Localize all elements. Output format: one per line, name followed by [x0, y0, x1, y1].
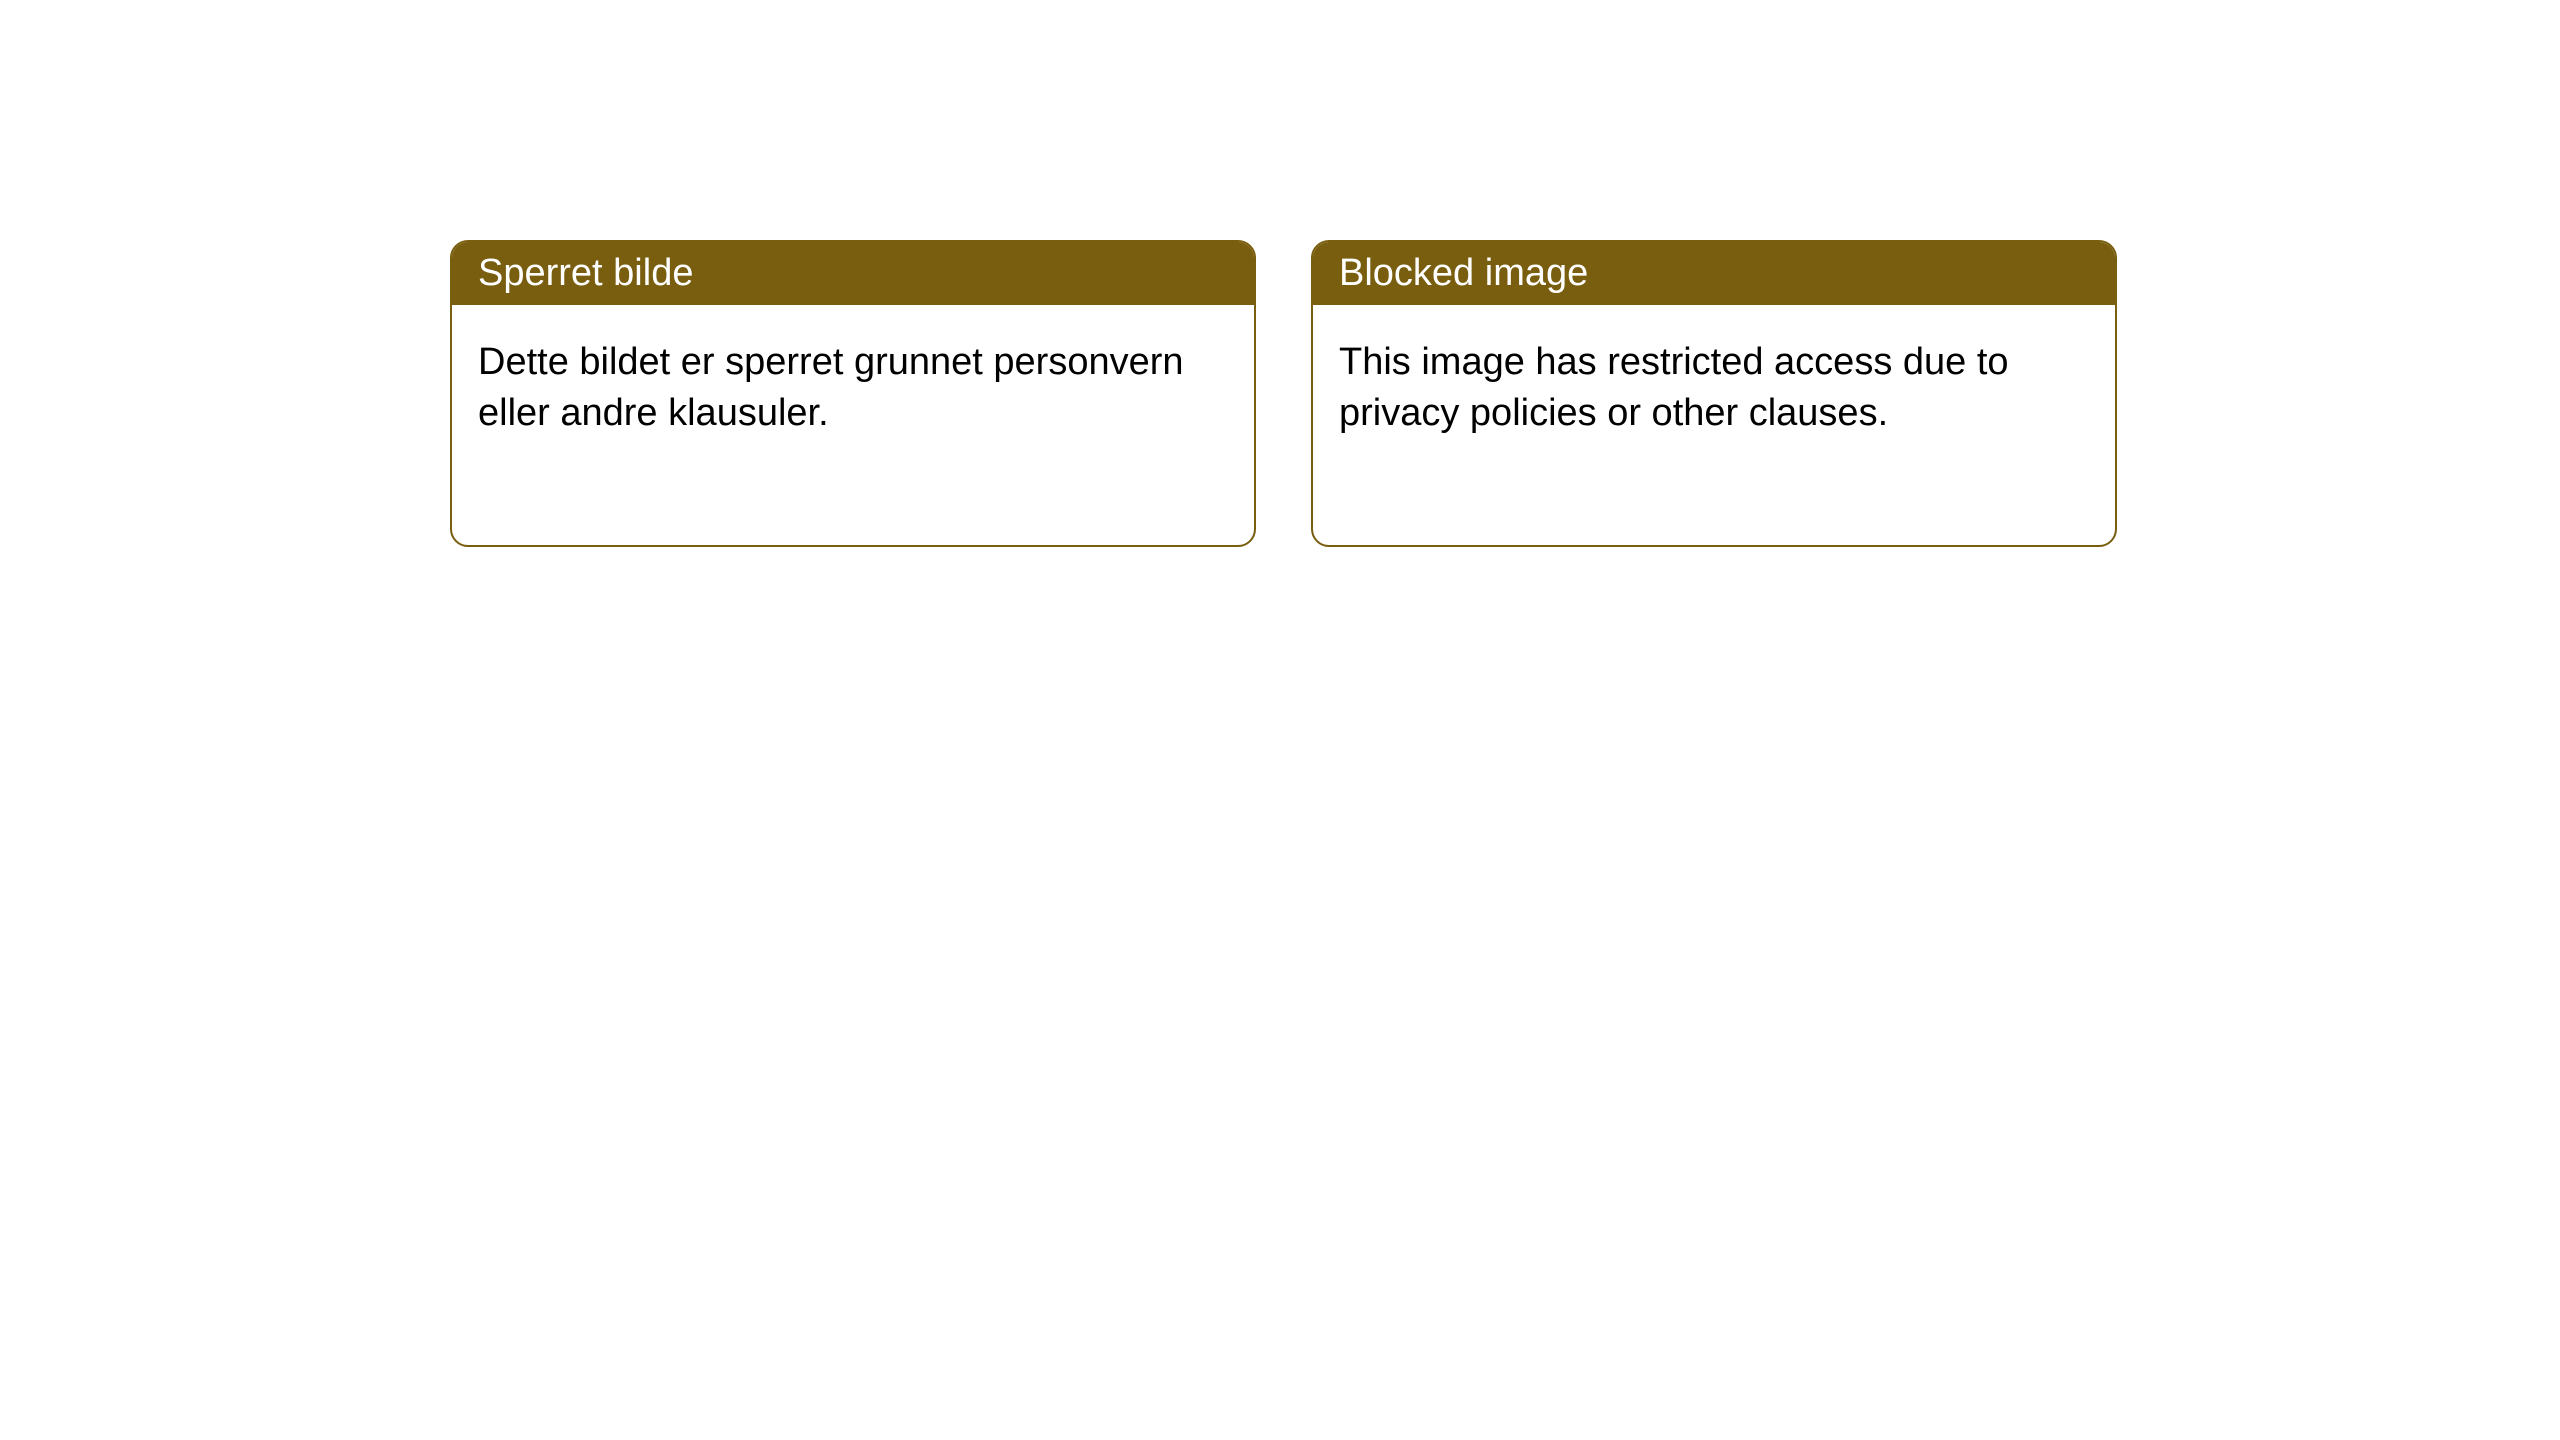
notice-card-english: Blocked image This image has restricted … [1311, 240, 2117, 547]
card-body: Dette bildet er sperret grunnet personve… [452, 305, 1254, 545]
notice-cards-container: Sperret bilde Dette bildet er sperret gr… [450, 240, 2117, 547]
card-header: Blocked image [1313, 242, 2115, 305]
notice-card-norwegian: Sperret bilde Dette bildet er sperret gr… [450, 240, 1256, 547]
card-body-text: This image has restricted access due to … [1339, 341, 2009, 434]
card-header: Sperret bilde [452, 242, 1254, 305]
card-body: This image has restricted access due to … [1313, 305, 2115, 545]
card-body-text: Dette bildet er sperret grunnet personve… [478, 341, 1184, 434]
card-title: Blocked image [1339, 252, 1588, 294]
card-title: Sperret bilde [478, 252, 693, 294]
